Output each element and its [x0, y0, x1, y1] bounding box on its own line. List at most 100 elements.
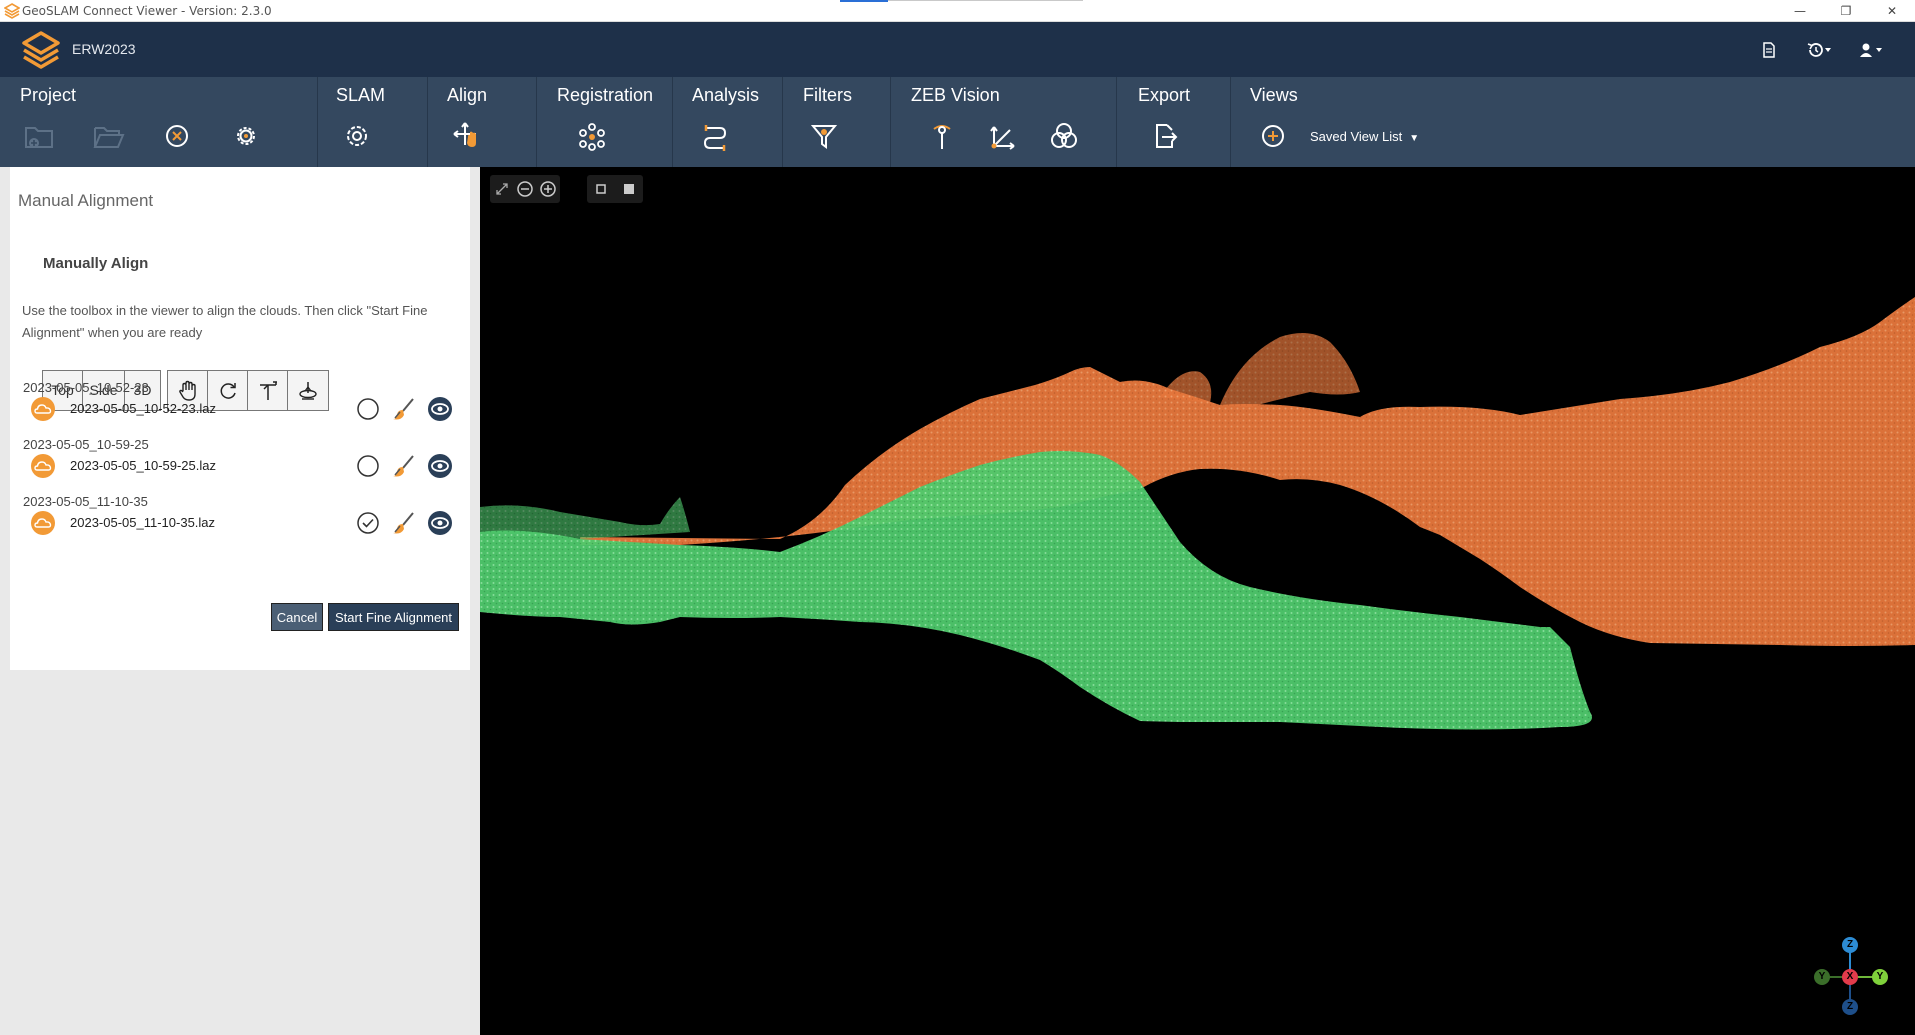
- toolbar-group-project: Project: [0, 77, 318, 167]
- filter-funnel-icon[interactable]: [807, 119, 841, 153]
- orange-cloud-icon: [31, 397, 55, 421]
- cloud-file-row: 2023-05-05_10-52-23.laz: [30, 393, 460, 423]
- user-icon[interactable]: [1860, 42, 1886, 58]
- project-name: ERW2023: [72, 41, 136, 57]
- zoom-out-icon[interactable]: [513, 175, 536, 203]
- cancel-button[interactable]: Cancel: [271, 603, 323, 631]
- orange-cloud-icon: [31, 511, 55, 535]
- orange-cloud-icon: [31, 454, 55, 478]
- cloud-group-label: 2023-05-05_10-59-25: [23, 437, 149, 452]
- restore-button[interactable]: ❐: [1840, 4, 1852, 18]
- document-icon[interactable]: [1762, 42, 1776, 58]
- axis-gizmo[interactable]: Z Y X Y Z: [1810, 937, 1890, 1017]
- point-cloud-render: [480, 297, 1915, 730]
- add-project-icon[interactable]: [22, 119, 56, 153]
- group-label-export: Export: [1138, 85, 1191, 105]
- translate-axis-icon[interactable]: [248, 371, 288, 410]
- cloud-file-name: 2023-05-05_10-52-23.laz: [70, 401, 216, 416]
- toolbar-group-export: Export: [1117, 77, 1231, 167]
- visibility-eye-icon[interactable]: [427, 510, 453, 536]
- point-cloud-viewer[interactable]: Z Y X Y Z: [480, 167, 1915, 1035]
- close-window-button[interactable]: ✕: [1886, 4, 1898, 18]
- align-move-icon[interactable]: [448, 119, 482, 153]
- paintbrush-icon[interactable]: [391, 510, 417, 536]
- registration-nodes-icon[interactable]: [575, 119, 609, 153]
- green-point-cloud: [480, 451, 1592, 730]
- top-view-button[interactable]: Top: [43, 371, 83, 410]
- vision-pin-icon[interactable]: [925, 119, 959, 153]
- cloud-file-name: 2023-05-05_10-59-25.laz: [70, 458, 216, 473]
- group-label-filters: Filters: [803, 85, 852, 105]
- app-logo-icon: [4, 3, 20, 19]
- pan-hand-icon[interactable]: [168, 371, 208, 410]
- cloud-group-label: 2023-05-05_11-10-35: [23, 494, 148, 509]
- visibility-eye-icon[interactable]: [427, 396, 453, 422]
- open-folder-icon[interactable]: [91, 119, 125, 153]
- visibility-eye-icon[interactable]: [427, 453, 453, 479]
- paintbrush-icon[interactable]: [391, 453, 417, 479]
- orange-point-cloud-debris: [1160, 333, 1360, 407]
- side-view-button[interactable]: Side: [83, 371, 125, 410]
- cloud-file-row: 2023-05-05_11-10-35.laz: [30, 507, 460, 537]
- view-buttons: Top Side 3D: [42, 370, 161, 411]
- zoom-controls: [490, 175, 560, 203]
- settings-gear-icon[interactable]: [229, 119, 263, 153]
- group-label-views: Views: [1250, 85, 1298, 105]
- start-fine-alignment-button[interactable]: Start Fine Alignment: [328, 603, 459, 631]
- zoom-in-icon[interactable]: [537, 175, 560, 203]
- vision-axes-icon[interactable]: [986, 119, 1020, 153]
- expand-icon[interactable]: [490, 175, 513, 203]
- minimize-button[interactable]: —: [1794, 4, 1806, 18]
- toolbar-group-views: Views Saved View List ▼: [1231, 77, 1915, 167]
- add-view-icon[interactable]: [1256, 119, 1290, 153]
- point-size-large-icon[interactable]: [615, 175, 643, 203]
- 3d-view-button[interactable]: 3D: [133, 382, 152, 398]
- alignment-toolbox: [167, 370, 329, 411]
- toolbar-group-zeb-vision: ZEB Vision: [891, 77, 1117, 167]
- geoslam-logo-icon[interactable]: [20, 29, 62, 71]
- orange-point-cloud: [580, 297, 1915, 646]
- toolbar-group-analysis: Analysis: [673, 77, 783, 167]
- cloud-file-name: 2023-05-05_11-10-35.laz: [70, 515, 216, 530]
- app-header: ERW2023: [0, 22, 1915, 77]
- toolbar-group-registration: Registration: [537, 77, 673, 167]
- point-size-controls: [587, 175, 643, 203]
- manual-alignment-card: Manual Alignment Manually Align Use the …: [10, 167, 470, 670]
- paintbrush-icon[interactable]: [391, 396, 417, 422]
- left-panel: Manual Alignment Manually Align Use the …: [0, 167, 480, 1035]
- caret-down-icon: ▼: [1409, 133, 1420, 144]
- rotate-icon[interactable]: [208, 371, 248, 410]
- toolbar-group-align: Align: [428, 77, 537, 167]
- toolbar-group-slam: SLAM: [318, 77, 428, 167]
- group-label-registration: Registration: [557, 85, 654, 105]
- analysis-icon[interactable]: [698, 119, 732, 153]
- fixed-reference-radio[interactable]: [356, 454, 380, 478]
- vision-colorize-icon[interactable]: [1047, 119, 1081, 153]
- panel-title: Manual Alignment: [18, 191, 154, 210]
- slam-process-icon[interactable]: [340, 119, 374, 153]
- point-size-small-icon[interactable]: [587, 175, 615, 203]
- close-circle-icon[interactable]: [160, 119, 194, 153]
- export-file-icon[interactable]: [1147, 119, 1181, 153]
- saved-view-list-dropdown[interactable]: Saved View List ▼: [1310, 129, 1419, 144]
- axis-x[interactable]: X: [1842, 969, 1858, 985]
- tab-indicator: [840, 0, 888, 2]
- cloud-file-row: 2023-05-05_10-59-25.laz: [30, 450, 460, 480]
- fixed-reference-checked-icon[interactable]: [356, 511, 380, 535]
- saved-view-list-label: Saved View List: [1310, 129, 1403, 144]
- fixed-reference-radio[interactable]: [356, 397, 380, 421]
- group-label-analysis: Analysis: [692, 85, 760, 105]
- tab-divider: [888, 0, 1083, 1]
- group-label-project: Project: [20, 85, 77, 105]
- rotate-z-icon[interactable]: [288, 371, 328, 410]
- ribbon-toolbar: Project SLAM Align Registration: [0, 77, 1915, 167]
- axis-z-negative[interactable]: Z: [1842, 999, 1858, 1015]
- window-titlebar: GeoSLAM Connect Viewer - Version: 2.3.0 …: [0, 0, 1915, 22]
- instructions-text: Use the toolbox in the viewer to align t…: [22, 303, 428, 340]
- axis-y-positive[interactable]: Y: [1872, 969, 1888, 985]
- window-title: GeoSLAM Connect Viewer - Version: 2.3.0: [22, 4, 272, 18]
- axis-y-negative[interactable]: Y: [1814, 969, 1830, 985]
- axis-z-positive[interactable]: Z: [1842, 937, 1858, 953]
- history-icon[interactable]: [1806, 42, 1834, 58]
- toolbar-group-filters: Filters: [783, 77, 891, 167]
